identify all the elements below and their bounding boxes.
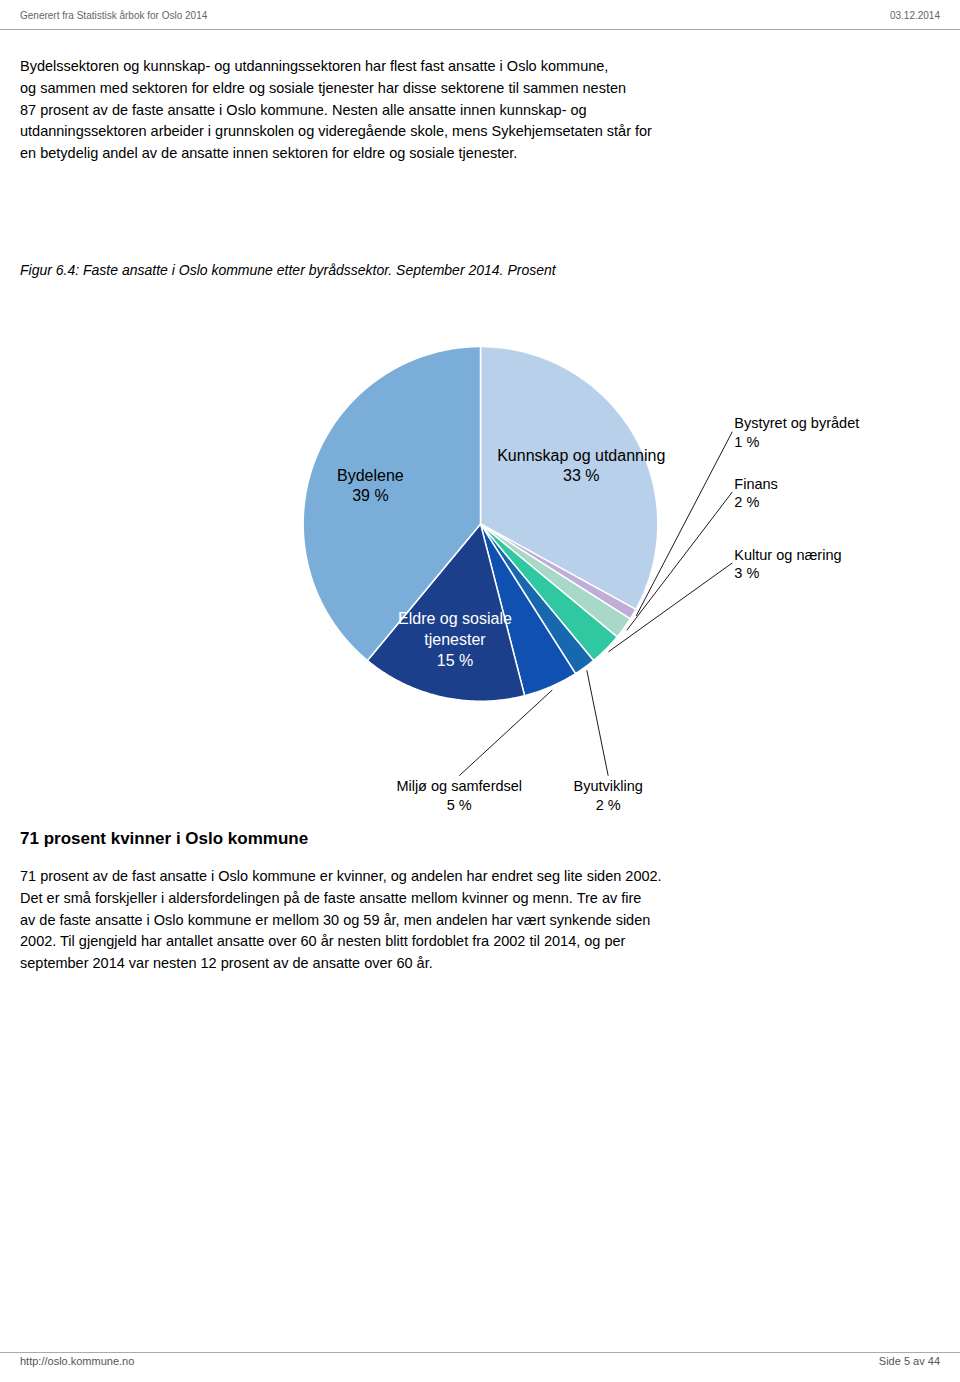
html-text:03.12.2014: 03.12.2014: [889, 10, 940, 21]
html-text:71 prosent av de fast ansatte: 71 prosent av de fast ansatte i Oslo kom…: [20, 868, 662, 971]
html-text:http://oslo.kommune.no: http://oslo.kommune.no: [20, 1355, 135, 1367]
html-text:71 prosent kvinner i Oslo komm: 71 prosent kvinner i Oslo kommune: [20, 829, 309, 848]
svg-text:Byutvikling2 %: Byutvikling2 %: [574, 778, 643, 813]
html-text:Generert fra Statistisk årbok: Generert fra Statistisk årbok for Oslo 2…: [20, 10, 208, 21]
svg-text:Bydelene39 %: Bydelene39 %: [337, 467, 404, 505]
svg-text:Eldre og sosialetjenester15 %: Eldre og sosialetjenester15 %: [398, 610, 512, 669]
html-text:Side 5 av 44: Side 5 av 44: [878, 1355, 940, 1367]
svg-text:Bystyret og byrådet1 %: Bystyret og byrådet1 %: [734, 415, 859, 450]
svg-text:Finans2 %: Finans2 %: [734, 476, 778, 511]
svg-text:Kunnskap og utdanning33 %: Kunnskap og utdanning33 %: [497, 447, 665, 485]
svg-text:Kultur og næring3 %: Kultur og næring3 %: [734, 547, 841, 582]
svg-text:Miljø og samferdsel5 %: Miljø og samferdsel5 %: [396, 778, 522, 813]
html-text:Bydelssektoren og kunnskap- og: Bydelssektoren og kunnskap- og utdanning…: [20, 58, 652, 161]
html-text:Figur 6.4: Faste ansatte i Osl: Figur 6.4: Faste ansatte i Oslo kommune …: [20, 262, 556, 278]
